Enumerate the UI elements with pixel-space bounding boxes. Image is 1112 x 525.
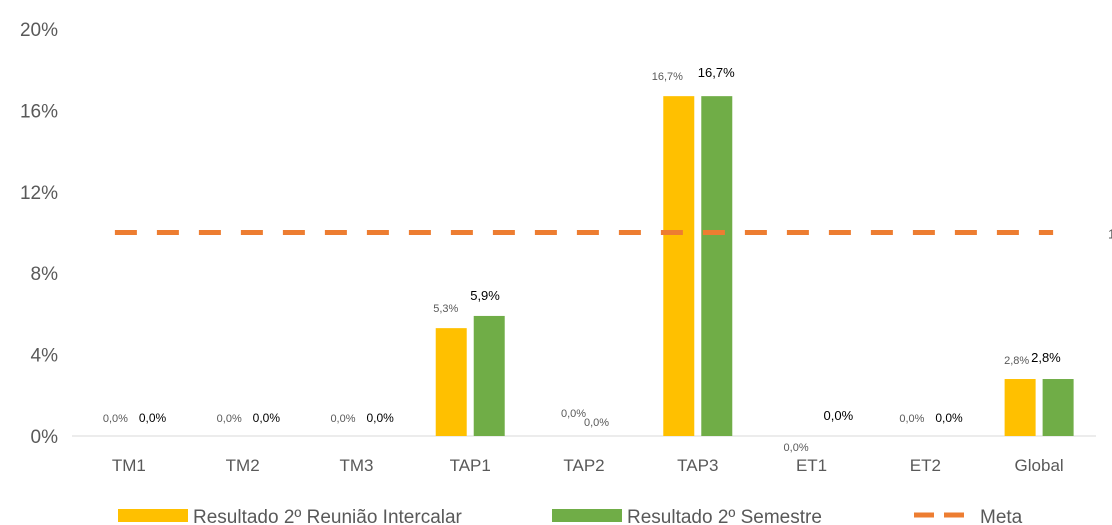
x-tick-label-et1: ET1 bbox=[796, 456, 827, 475]
x-axis: TM1 TM2 TM3 TAP1 TAP2 TAP3 ET1 ET2 Global bbox=[72, 435, 1096, 475]
data-label-series-2-tm2: 0,0% bbox=[253, 411, 281, 425]
meta-line-label: 10% bbox=[1108, 227, 1112, 242]
x-tick-label-tap2: TAP2 bbox=[563, 456, 604, 475]
x-tick-label-tap3: TAP3 bbox=[677, 456, 718, 475]
y-tick-label: 20% bbox=[20, 20, 58, 41]
data-label-series-1-tm1: 0,0% bbox=[103, 413, 128, 425]
bar-series-1-global bbox=[1004, 379, 1036, 436]
meta-line-group: 10% bbox=[114, 227, 1112, 242]
data-label-series-2-tm1: 0,0% bbox=[139, 411, 167, 425]
legend-label-meta: Meta bbox=[980, 507, 1023, 525]
data-label-series-2-et2: 0,0% bbox=[935, 411, 963, 425]
x-tick-label-tm1: TM1 bbox=[112, 456, 146, 475]
x-tick-label-tm2: TM2 bbox=[226, 456, 260, 475]
y-tick-label: 16% bbox=[20, 101, 58, 122]
data-label-series-1-global: 2,8% bbox=[1004, 355, 1029, 367]
data-label-series-1-tm2: 0,0% bbox=[217, 413, 242, 425]
x-tick-label-tm3: TM3 bbox=[339, 456, 373, 475]
data-label-series-1-tap1: 5,3% bbox=[433, 303, 458, 315]
legend-label-series-1: Resultado 2º Reunião Intercalar bbox=[193, 507, 463, 525]
y-tick-label: 12% bbox=[20, 183, 58, 204]
legend: Resultado 2º Reunião Intercalar Resultad… bbox=[118, 507, 1023, 525]
data-label-series-2-tap3: 16,7% bbox=[698, 65, 735, 80]
data-label-series-1-et1: 0,0% bbox=[784, 442, 809, 454]
data-label-series-2-et1: 0,0% bbox=[824, 408, 854, 423]
bar-series-1-tap3 bbox=[663, 96, 695, 436]
data-labels: 0,0% 0,0% 0,0%5,3%0,0%16,7%0,0%0,0%2,8%0,0… bbox=[103, 65, 1061, 454]
x-tick-label-global: Global bbox=[1015, 456, 1064, 475]
y-tick-label: 0% bbox=[31, 427, 59, 448]
legend-swatch-series-1 bbox=[118, 509, 188, 522]
data-label-series-2-tap1: 5,9% bbox=[470, 288, 500, 303]
bars bbox=[435, 96, 1074, 436]
data-label-series-2-global: 2,8% bbox=[1031, 350, 1061, 365]
legend-label-series-2: Resultado 2º Semestre bbox=[627, 507, 822, 525]
y-tick-label: 8% bbox=[31, 264, 59, 285]
y-axis: 0% 4% 8% 12% 16% 20% bbox=[20, 20, 58, 448]
bar-series-2-tap3 bbox=[701, 96, 733, 436]
data-label-series-1-et2: 0,0% bbox=[899, 413, 924, 425]
data-label-series-1-tap2: 0,0% bbox=[561, 408, 586, 420]
data-label-series-2-tap2: 0,0% bbox=[584, 417, 609, 429]
bar-series-2-tap1 bbox=[473, 315, 505, 436]
bar-series-1-tap1 bbox=[435, 328, 467, 436]
legend-swatch-series-2 bbox=[552, 509, 622, 522]
y-tick-label: 4% bbox=[31, 346, 59, 367]
data-label-series-1-tap3: 16,7% bbox=[652, 71, 683, 83]
bar-series-2-global bbox=[1042, 379, 1074, 436]
x-tick-label-et2: ET2 bbox=[910, 456, 941, 475]
data-label-series-1-tm3: 0,0% bbox=[330, 413, 355, 425]
x-tick-label-tap1: TAP1 bbox=[450, 456, 491, 475]
data-label-series-2-tm3: 0,0% bbox=[366, 411, 394, 425]
